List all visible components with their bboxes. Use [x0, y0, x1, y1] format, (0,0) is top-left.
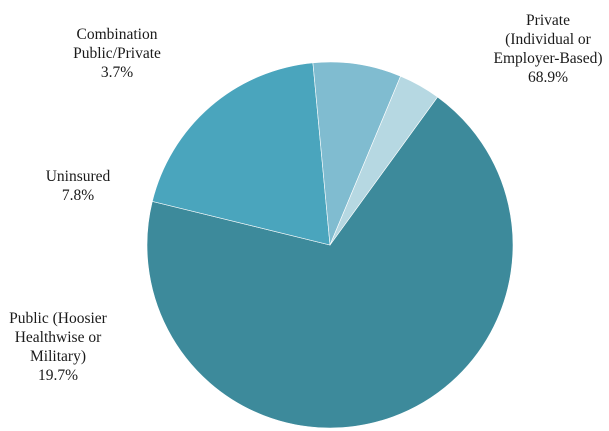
pie-slices: [146, 61, 514, 429]
slice-label-line: Public/Private: [73, 45, 161, 62]
slice-label-line: Uninsured: [46, 168, 111, 185]
pie-slice-3: [329, 75, 438, 246]
slice-value-label: 68.9%: [528, 69, 568, 86]
slice-value-label: 19.7%: [38, 367, 78, 384]
slice-label-line: Private: [526, 12, 570, 29]
slice-label-line: Healthwise or: [15, 329, 102, 346]
slice-value-label: 3.7%: [101, 64, 133, 81]
slice-label-3: Combination Public/Private 3.7%: [73, 26, 161, 81]
slice-label-line: (Individual or: [505, 31, 591, 48]
pie-labels: Private (Individual or Employer-Based) 68.9…: [9, 12, 602, 384]
pie-slice-0: [146, 96, 514, 429]
slice-label-2: Uninsured 7.8%: [46, 168, 111, 204]
slice-label-line: Combination: [77, 26, 158, 43]
pie-slice-1: [151, 62, 331, 246]
slice-label-line: Public (Hoosier: [9, 310, 108, 327]
slice-label-0: Private (Individual or Employer-Based) 68.9…: [493, 12, 602, 86]
slice-label-1: Public (Hoosier Healthwise or Military) 19.…: [9, 310, 108, 384]
slice-value-label: 7.8%: [62, 187, 94, 204]
slice-label-line: Military): [30, 348, 86, 365]
slice-label-line: Employer-Based): [493, 50, 602, 67]
